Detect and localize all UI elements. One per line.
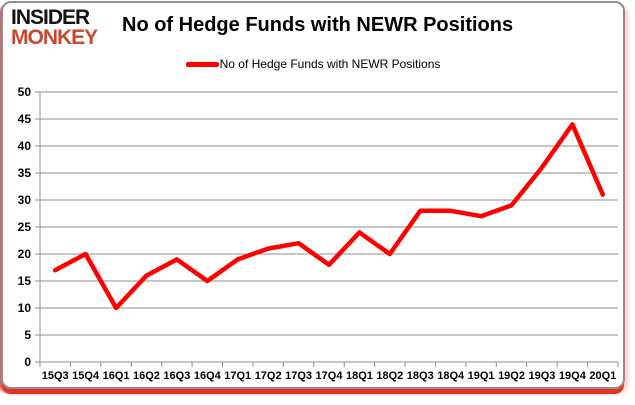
y-tick-label: 0 xyxy=(24,355,31,369)
legend: No of Hedge Funds with NEWR Positions xyxy=(3,57,623,71)
x-tick-label: 20Q1 xyxy=(589,370,616,382)
y-tick-label: 40 xyxy=(18,139,32,153)
x-tick-label: 15Q4 xyxy=(72,370,100,382)
insider-monkey-logo: INSIDER MONKEY xyxy=(11,6,98,49)
chart-card: INSIDER MONKEY No of Hedge Funds with NE… xyxy=(1,1,625,389)
line-chart: 0 5 10 15 20 25 30 35 40 45 50 15Q3 15Q4 16Q1 16Q2 16Q3… xyxy=(18,85,619,382)
x-tick-label: 19Q3 xyxy=(528,370,555,382)
legend-line-swatch xyxy=(185,61,219,67)
x-tick-label: 19Q4 xyxy=(559,370,587,382)
logo-line-monkey: MONKEY xyxy=(11,25,98,49)
y-tick-label: 25 xyxy=(18,220,32,234)
x-tick-label: 17Q1 xyxy=(224,370,251,382)
y-tick-label: 35 xyxy=(18,166,32,180)
chart-title: No of Hedge Funds with NEWR Positions xyxy=(122,14,514,36)
x-tick-label: 18Q3 xyxy=(407,370,434,382)
x-tick-label: 16Q1 xyxy=(103,370,130,382)
y-tick-label: 5 xyxy=(24,328,31,342)
x-tick-label: 16Q3 xyxy=(163,370,190,382)
x-tick-label: 17Q3 xyxy=(285,370,312,382)
x-tick-label: 15Q3 xyxy=(42,370,69,382)
y-tick-label: 50 xyxy=(18,85,32,99)
x-tick-label: 19Q1 xyxy=(468,370,495,382)
x-tick-label: 18Q2 xyxy=(376,370,403,382)
y-tick-label: 45 xyxy=(18,112,32,126)
legend-label: No of Hedge Funds with NEWR Positions xyxy=(219,57,441,71)
x-tick-label: 16Q2 xyxy=(133,370,160,382)
x-tick-label: 18Q1 xyxy=(346,370,373,382)
logo-line-insider: INSIDER xyxy=(11,6,90,29)
series-line xyxy=(52,122,606,311)
x-tick-label: 18Q4 xyxy=(437,370,465,382)
y-tick-label: 10 xyxy=(18,301,32,315)
x-tick-label: 17Q4 xyxy=(316,370,344,382)
y-tick-label: 30 xyxy=(18,193,32,207)
x-tick-label: 19Q2 xyxy=(498,370,525,382)
x-tick-label: 17Q2 xyxy=(255,370,282,382)
x-tick-label: 16Q4 xyxy=(194,370,222,382)
y-tick-label: 20 xyxy=(18,247,32,261)
y-tick-label: 15 xyxy=(18,274,32,288)
